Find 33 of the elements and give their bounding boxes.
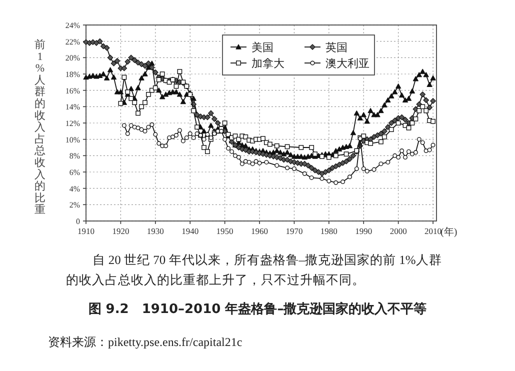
y-tick-label: 12% [65,119,80,128]
text: 图 9.2 1910–2010 年盎格鲁–撒克逊国家的收入不平等 [87,300,428,318]
y-tick-label: 14% [65,102,80,112]
legend-label: 加拿大 [252,57,284,70]
x-tick-label: 1950 [216,226,234,236]
legend-label: 澳大利亚 [326,57,370,70]
y-tick-label: 22% [65,37,80,46]
x-tick-label: 1910 [78,226,94,236]
x-tick-label: 2010 [424,226,442,236]
text: 前1%人群的收入占总收入的比重 [34,39,46,216]
y-tick-label: 2% [69,200,80,210]
x-tick-label: 2000 [390,226,407,236]
x-tick-label: 1940 [182,226,199,236]
y-tick-label: 18% [65,70,80,79]
legend-label: 美国 [252,41,274,54]
y-tick-label: 10% [65,135,80,144]
x-tick-label: 1990 [355,226,372,236]
y-tick-label: 16% [65,86,80,96]
x-tick-label: 1980 [320,226,338,236]
y-tick-label: 8% [69,152,80,161]
y-tick-label: 4% [69,184,80,194]
x-tick-label: 1920 [112,226,130,236]
x-axis-title: (年) [440,226,458,238]
x-tick-label: 1960 [251,226,268,236]
x-tick-label: 1930 [146,226,164,236]
y-tick-label: 20% [65,54,80,63]
x-tick-label: 1970 [286,226,303,236]
y-tick-label: 0 [76,217,80,226]
text: 资料来源：piketty.pse.ens.fr/capital21c [48,334,242,351]
y-tick-label: 6% [69,168,80,177]
y-tick-label: 24% [65,21,80,30]
legend-label: 英国 [326,41,348,54]
text: 自 20 世纪 70 年代以来，所有盎格鲁–撒克逊国家的前 1%人群的收入占总收入的比重都上升了，只不过升幅不同。 [66,252,443,289]
